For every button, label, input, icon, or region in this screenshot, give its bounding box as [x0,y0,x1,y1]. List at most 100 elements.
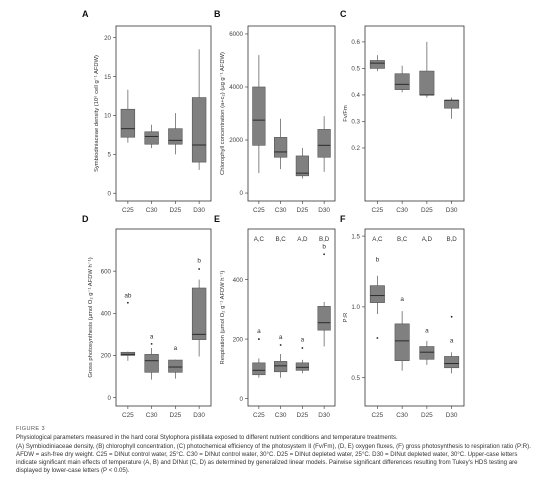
panel-label-d: D [82,214,89,224]
box-f-0 [369,285,385,303]
panel-label-f: F [340,214,346,224]
y-tick-label-b-1: 2000 [229,137,243,144]
outlier-point-e-1 [279,344,282,346]
group-letter-e-1: B,C [275,236,286,243]
y-tick-label-a-2: 10 [104,113,111,120]
box-f-1 [394,323,410,361]
box-b-0 [252,86,266,146]
x-tick-label-c-0: C25 [372,207,384,214]
box-a-0 [120,108,136,138]
x-tick-label-e-3: D30 [318,412,330,419]
x-tick-label-a-1: C30 [146,207,158,214]
box-d-1 [144,354,159,373]
y-tick-label-b-0: 0 [240,190,244,197]
x-tick-label-f-2: D25 [421,412,433,419]
box-f-3 [444,356,460,369]
significance-letter-e-0: a [257,328,261,335]
box-a-1 [144,131,159,145]
y-tick-label-c-1: 0.3 [351,119,360,126]
significance-letter-e-3: b [322,243,326,250]
significance-letter-d-3: b [197,258,201,265]
significance-letter-d-2: a [174,345,178,352]
outlier-point-d-2 [198,268,201,270]
x-tick-label-a-3: D30 [193,207,205,214]
y-axis-label-e: Respiration (µmol O₂ g⁻¹ AFDW h⁻¹) [220,271,226,365]
y-tick-label-c-3: 0.5 [351,66,360,73]
y-tick-label-d-3: 600 [101,268,112,275]
x-tick-label-d-3: D30 [193,412,205,419]
group-letter-f-3: B,D [446,236,457,243]
y-tick-label-e-2: 400 [233,277,244,284]
box-a-2 [168,128,183,145]
box-c-2 [419,70,435,96]
outlier-point-e-3 [323,253,326,256]
x-tick-label-a-2: D25 [170,207,182,214]
y-tick-label-a-0: 0 [108,190,112,197]
group-letter-f-2: A,D [422,236,433,243]
group-letter-e-2: A,D [297,236,308,243]
figure-caption: FIGURE 3 Physiological parameters measur… [16,425,540,476]
x-tick-label-c-1: C30 [396,207,408,214]
y-tick-label-d-0: 0 [108,395,112,402]
outlier-point-f-1 [450,315,453,318]
x-tick-label-b-3: D30 [318,207,330,214]
y-tick-label-f-1: 1.0 [351,304,360,311]
caption-body: (A) Symbiodiniaceae density, (B) chlorop… [16,442,531,475]
y-tick-label-e-1: 200 [233,336,244,343]
group-letter-e-0: A,C [254,236,265,243]
x-tick-label-b-1: C30 [275,207,287,214]
y-axis-label-f: P:R [343,313,349,323]
y-axis-label-d: Gross photosynthesis (µmol O₂ g⁻¹ AFDW h… [88,257,94,377]
y-axis-label-a: Symbiodiniaceae density (10⁶ cell g⁻¹ AF… [93,55,100,172]
panel-label-a: A [82,9,89,19]
box-a-3 [191,97,207,163]
significance-letter-f-2: a [425,327,429,334]
x-tick-label-f-3: D30 [446,412,458,419]
box-e-3 [317,306,331,331]
box-d-2 [168,359,183,373]
group-letter-f-0: A,C [372,236,383,243]
panel-label-e: E [214,214,220,224]
y-tick-label-b-2: 4000 [229,84,243,91]
outlier-point-e-0 [257,338,260,340]
significance-letter-e-2: a [301,336,305,343]
box-e-0 [252,362,266,376]
group-letter-f-1: B,C [397,236,408,243]
x-tick-label-f-0: C25 [372,412,384,419]
outlier-point-f-0 [376,337,379,339]
panel-frame-f [364,228,465,407]
panel-frame-e [247,228,336,407]
outlier-point-e-2 [301,347,304,349]
box-e-2 [295,362,309,371]
x-tick-label-d-1: C30 [146,412,158,419]
y-tick-label-b-3: 6000 [229,31,243,38]
x-tick-label-f-1: C30 [396,412,408,419]
x-tick-label-d-2: D25 [170,412,182,419]
y-tick-label-a-1: 5 [108,152,112,159]
box-b-2 [295,155,309,177]
figure-number: FIGURE 3 [16,426,45,432]
figure-panels: A 0 5 10 15 20 Symbiodiniaceae density (10⁶ ce… [82,9,465,419]
x-tick-label-e-2: D25 [297,412,309,419]
significance-letter-d-1: a [150,334,154,341]
x-tick-label-c-2: D25 [421,207,433,214]
box-e-1 [274,361,288,373]
y-tick-label-d-2: 400 [101,310,112,317]
y-tick-label-c-0: 0.2 [351,145,360,152]
box-c-1 [394,73,410,90]
panel-frame-c [364,25,465,202]
y-axis-label-c: Fv/Fm [343,105,349,122]
box-d-3 [191,287,207,340]
y-tick-label-f-0: 0.5 [351,375,360,382]
significance-letter-f-3: a [450,337,454,344]
boxplot-grid: A 0 5 10 15 20 Symbiodiniaceae density (10⁶ ce… [82,9,465,419]
box-f-2 [419,346,435,360]
outlier-point-d-1 [150,342,153,345]
panel-frame-d [115,228,212,407]
y-tick-label-c-2: 0.4 [351,92,360,99]
y-tick-label-a-4: 20 [104,35,111,42]
y-tick-label-e-0: 0 [240,396,244,403]
significance-letter-f-1: a [400,296,404,303]
panel-label-c: C [340,9,347,19]
panel-frame-b [247,25,336,202]
